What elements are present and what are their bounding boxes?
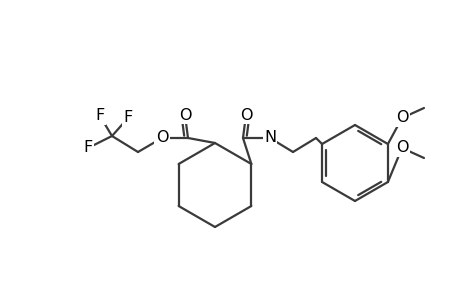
Text: O: O <box>239 107 252 122</box>
Text: F: F <box>95 109 104 124</box>
Text: F: F <box>123 110 132 125</box>
Text: F: F <box>83 140 92 155</box>
Text: O: O <box>179 107 191 122</box>
Text: O: O <box>156 130 168 146</box>
Text: O: O <box>395 110 408 125</box>
Text: N: N <box>263 130 275 146</box>
Text: O: O <box>395 140 408 155</box>
